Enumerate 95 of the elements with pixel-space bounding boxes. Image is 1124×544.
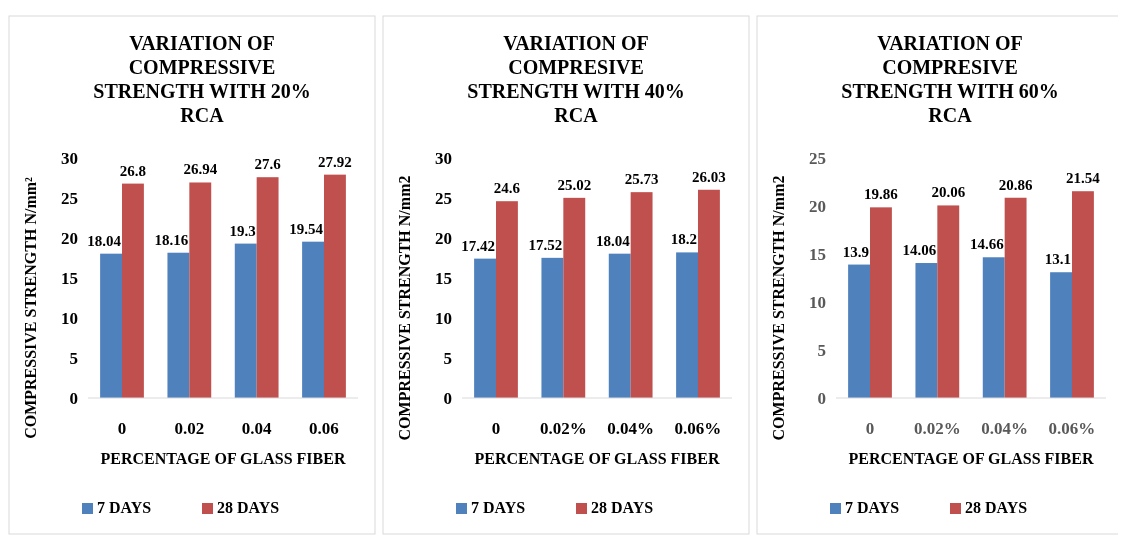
bar	[676, 252, 698, 398]
data-label: 19.3	[229, 222, 256, 239]
bar	[982, 257, 1005, 398]
bar	[608, 253, 631, 398]
bar	[937, 205, 960, 398]
bar	[630, 192, 653, 398]
chart-title: VARIATION OF COMPRESSIVE STRENGTH WITH 20% RCA	[93, 32, 311, 126]
y-axis-title: COMPRESSIVE STRENGTH N/mm²	[22, 176, 39, 439]
data-label: 14.66	[969, 236, 1005, 253]
data-label: 26.8	[119, 162, 147, 179]
bar	[474, 258, 496, 398]
x-tick-label: 0	[117, 419, 127, 438]
legend-label: 28 DAYS	[965, 499, 1028, 516]
data-label: 14.06	[902, 242, 937, 259]
data-label: 18.04	[595, 232, 631, 249]
x-tick-label: 0.02%	[913, 419, 961, 438]
data-label: 27.6	[254, 156, 282, 173]
y-tick-label: 25	[61, 188, 78, 208]
x-tick-label: 0.06	[309, 419, 339, 438]
bar	[100, 253, 122, 398]
bar	[541, 257, 564, 398]
x-axis-title: PERCENTAGE OF GLASS FIBER	[474, 450, 720, 467]
x-tick-label: 0	[865, 419, 875, 438]
y-tick-label: 0	[443, 388, 452, 408]
y-tick-label: 10	[435, 308, 452, 328]
bar	[1004, 197, 1027, 398]
y-tick-label: 5	[443, 348, 452, 368]
x-tick-label: 0.06%	[674, 419, 722, 438]
data-label: 20.06	[931, 184, 966, 201]
y-tick-label: 20	[61, 228, 78, 248]
data-label: 18.16	[154, 231, 189, 248]
data-label: 13.1	[1044, 251, 1071, 268]
x-axis-title: PERCENTAGE OF GLASS FIBER	[848, 450, 1094, 467]
data-label: 19.54	[289, 220, 324, 237]
data-label: 24.6	[493, 180, 521, 197]
y-tick-label: 10	[809, 292, 826, 312]
data-label: 26.03	[692, 168, 726, 185]
data-label: 25.73	[624, 171, 659, 188]
data-label: 13.9	[842, 243, 869, 260]
legend-label: 28 DAYS	[217, 499, 280, 516]
y-tick-label: 20	[435, 228, 452, 248]
bar	[698, 189, 720, 398]
y-tick-label: 15	[435, 268, 452, 288]
y-axis-title: COMPRESSIVE STRENGTH N/mm2	[770, 175, 787, 441]
bar	[1050, 272, 1072, 398]
data-label: 17.42	[461, 237, 495, 254]
bar	[302, 241, 324, 398]
bar	[915, 263, 938, 398]
y-tick-label: 15	[809, 244, 826, 264]
y-tick-label: 30	[61, 148, 78, 168]
y-tick-label: 20	[809, 196, 826, 216]
y-tick-label: 5	[817, 340, 826, 360]
x-tick-label: 0.04%	[607, 419, 655, 438]
data-label: 26.94	[183, 161, 218, 178]
x-tick-label: 0.02	[174, 419, 205, 438]
x-tick-label: 0.04	[241, 419, 273, 438]
data-label: 25.02	[557, 176, 592, 193]
data-label: 18.04	[87, 232, 122, 249]
chart-title: VARIATION OF COMPRESIVE STRENGTH WITH 40% RCA	[467, 32, 685, 126]
x-axis-title: PERCENTAGE OF GLASS FIBER	[100, 450, 346, 467]
data-label: 17.52	[528, 236, 563, 253]
y-tick-label: 0	[69, 388, 78, 408]
y-tick-label: 25	[435, 188, 452, 208]
bar	[563, 197, 586, 398]
y-tick-label: 15	[61, 268, 78, 288]
chart-title: VARIATION OF COMPRESIVE STRENGTH WITH 60% RCA	[841, 32, 1059, 126]
y-tick-label: 30	[435, 148, 452, 168]
bar	[496, 201, 518, 398]
x-tick-label: 0.06%	[1048, 419, 1096, 438]
bar	[848, 264, 870, 398]
x-tick-label: 0.02%	[539, 419, 587, 438]
y-axis-title: COMPRESSIVE STRENGTH N/mm2	[396, 175, 413, 441]
bar	[189, 182, 212, 398]
bar	[122, 183, 144, 398]
y-tick-label: 0	[817, 388, 826, 408]
data-label: 20.86	[998, 176, 1033, 193]
bar	[870, 207, 892, 398]
bar	[234, 243, 257, 398]
data-label: 18.2	[670, 231, 697, 248]
legend-label: 7 DAYS	[845, 499, 900, 516]
legend-label: 28 DAYS	[591, 499, 654, 516]
legend-label: 7 DAYS	[97, 499, 152, 516]
data-label: 27.92	[318, 153, 352, 170]
bar	[167, 252, 190, 398]
x-tick-label: 0	[491, 419, 501, 438]
data-label: 21.54	[1066, 170, 1101, 187]
data-label: 19.86	[864, 186, 899, 203]
bar	[324, 174, 346, 398]
x-tick-label: 0.04%	[981, 419, 1029, 438]
y-tick-label: 5	[69, 348, 78, 368]
bar	[1072, 191, 1094, 398]
legend-label: 7 DAYS	[471, 499, 526, 516]
bar	[256, 177, 279, 398]
y-tick-label: 25	[809, 148, 826, 168]
y-tick-label: 10	[61, 308, 78, 328]
